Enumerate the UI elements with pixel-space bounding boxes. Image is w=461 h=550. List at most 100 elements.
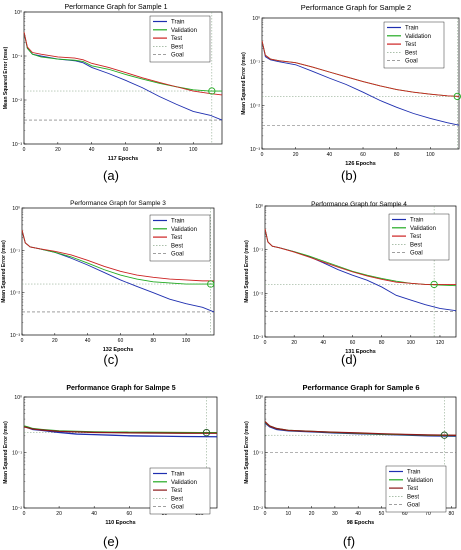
y-tick-label: 10⁰: [14, 395, 22, 401]
x-tick-label: 80: [157, 147, 163, 153]
series-line-test: [264, 228, 456, 285]
legend-label-train: Train: [171, 472, 184, 478]
y-tick-label: 10⁻²: [253, 506, 263, 512]
x-axis-label: 126 Epochs: [345, 161, 376, 167]
x-axis-label: 117 Epochs: [108, 156, 138, 162]
panel-label-b: (b): [341, 168, 357, 183]
legend-label-test: Test: [171, 235, 182, 241]
y-tick-label: 10⁻²: [12, 506, 22, 512]
y-tick-label: 10⁻¹: [250, 60, 260, 66]
legend-label-goal: Goal: [171, 252, 184, 258]
x-tick-label: 40: [321, 340, 327, 346]
legend-label-best: Best: [171, 496, 183, 502]
x-axis-label: 132 Epochs: [103, 347, 134, 353]
series-line-test: [21, 230, 214, 282]
chart-title: Performance Graph for Sample 3: [70, 200, 166, 207]
legend-label-test: Test: [171, 488, 182, 494]
legend-box: [383, 21, 445, 69]
y-tick-label: 10⁻²: [10, 291, 20, 297]
legend-label-train: Train: [410, 218, 423, 224]
legend-label-test: Test: [410, 234, 421, 240]
best-marker: [202, 428, 211, 437]
legend-label-train: Train: [407, 470, 420, 476]
series-line-validation: [23, 31, 222, 92]
y-tick-label: 10⁻²: [12, 98, 22, 104]
x-tick-label: 50: [379, 511, 385, 517]
x-tick-label: 0: [264, 340, 267, 346]
chart-title: Performance Graph for Sample 6: [302, 383, 419, 392]
x-tick-label: 0: [23, 147, 26, 153]
legend-label-best: Best: [410, 242, 422, 248]
x-tick-label: 20: [52, 338, 58, 344]
x-axis-label: 110 Epochs: [105, 520, 135, 526]
legend-label-test: Test: [405, 42, 416, 48]
x-tick-label: 40: [355, 511, 361, 517]
y-tick-label: 10⁻³: [12, 142, 22, 148]
x-tick-label: 20: [309, 511, 315, 517]
x-tick-label: 80: [379, 340, 385, 346]
legend-box: [149, 467, 211, 515]
x-tick-label: 20: [55, 147, 61, 153]
legend-label-train: Train: [405, 26, 418, 32]
x-tick-label: 60: [360, 152, 366, 158]
series-line-train: [23, 31, 223, 121]
x-tick-label: 60: [123, 147, 129, 153]
panel-label-d: (d): [341, 352, 357, 367]
legend-label-validation: Validation: [171, 227, 197, 233]
y-axis-label: Mean Squared Error (mse): [1, 240, 7, 303]
legend-label-validation: Validation: [410, 226, 436, 232]
y-axis-label: Mean Squared Error (mse): [3, 46, 9, 109]
legend-label-test: Test: [407, 486, 418, 492]
y-tick-label: 10⁻¹: [12, 451, 22, 457]
chart-title: Performance Graph for Sample 4: [311, 201, 407, 208]
legend-label-goal: Goal: [410, 251, 423, 257]
y-axis-label: Mean Squared Error (mse): [244, 421, 250, 484]
legend-label-goal: Goal: [171, 53, 184, 59]
legend-label-best: Best: [405, 50, 417, 56]
chart-panel-a: Performance Graph for Sample 1 117 Epochs…: [3, 4, 223, 162]
x-tick-label: 70: [425, 511, 431, 517]
x-tick-label: 40: [327, 152, 333, 158]
panel-label-f: (f): [343, 534, 355, 549]
y-tick-label: 10⁰: [255, 395, 263, 401]
y-tick-label: 10⁻¹: [12, 54, 22, 60]
y-axis-label: Mean Squared Error (mse): [241, 52, 247, 115]
chart-panel-e: Performance Graph for Salmpe 5 110 Epochs…: [3, 385, 218, 526]
legend-label-validation: Validation: [405, 34, 431, 40]
legend-label-train: Train: [171, 20, 184, 26]
best-marker: [440, 431, 449, 439]
x-tick-label: 20: [56, 511, 62, 517]
y-tick-label: 10⁻³: [250, 147, 260, 153]
chart-panel-c: Performance Graph for Sample 3 132 Epochs…: [1, 200, 215, 353]
x-tick-label: 10: [286, 511, 292, 517]
x-tick-label: 40: [85, 338, 91, 344]
x-tick-label: 60: [350, 340, 356, 346]
legend-label-goal: Goal: [405, 59, 418, 65]
series-line-train: [261, 40, 460, 126]
best-marker: [430, 280, 438, 289]
x-tick-label: 60: [402, 511, 408, 517]
y-tick-label: 10⁰: [12, 206, 20, 212]
y-tick-label: 10⁻²: [253, 291, 263, 297]
x-axis-label: 131 Epochs: [345, 349, 376, 355]
x-tick-label: 0: [264, 511, 267, 517]
panel-label-e: (e): [103, 534, 119, 549]
x-tick-label: 20: [291, 340, 297, 346]
y-tick-label: 10⁻¹: [253, 248, 263, 254]
y-tick-label: 10⁻²: [250, 103, 260, 109]
legend-label-goal: Goal: [407, 503, 420, 509]
series-line-test: [23, 31, 223, 96]
y-tick-label: 10⁰: [252, 16, 260, 22]
x-tick-label: 60: [126, 511, 132, 517]
series-line-test: [264, 421, 457, 436]
x-tick-label: 40: [91, 511, 97, 517]
x-tick-label: 100: [182, 338, 191, 344]
panel-label-a: (a): [103, 168, 119, 183]
y-tick-label: 10⁻¹: [253, 451, 263, 457]
legend-label-validation: Validation: [407, 478, 433, 484]
y-tick-label: 10⁻³: [10, 333, 20, 339]
x-tick-label: 0: [21, 338, 24, 344]
y-tick-label: 10⁰: [255, 204, 263, 210]
x-tick-label: 40: [89, 147, 95, 153]
